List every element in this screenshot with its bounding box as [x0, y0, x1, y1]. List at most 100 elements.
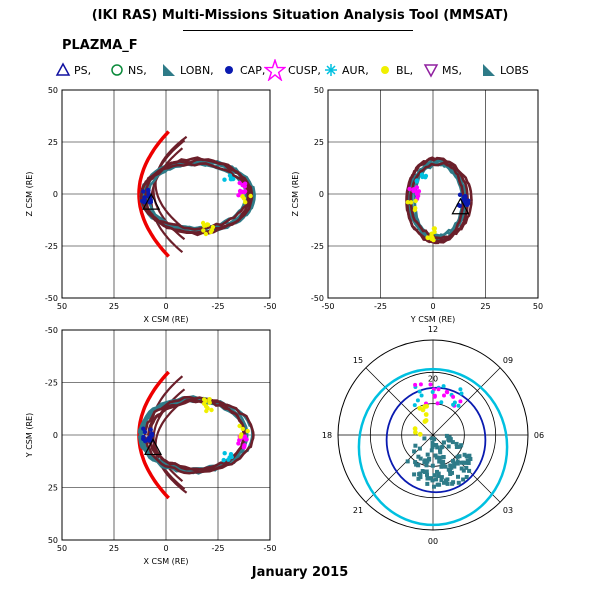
- boundary-layer-point: [209, 407, 214, 413]
- cusp-point: [414, 185, 420, 190]
- boundary-layer-point: [245, 428, 250, 434]
- aurora-point: [423, 175, 428, 180]
- lobe-point: [441, 459, 446, 464]
- x-axis-label: X CSM (RE): [144, 557, 189, 566]
- y-axis-label: Y CSM (RE): [25, 413, 34, 458]
- lobe-point: [424, 469, 429, 474]
- legend-item-ns: NS,: [108, 60, 147, 80]
- y-tick-label: -50: [311, 294, 324, 303]
- cusp-point: [435, 401, 440, 406]
- cap-point: [464, 202, 470, 208]
- cusp-point: [242, 444, 247, 449]
- lobe-point: [438, 448, 442, 453]
- lobe-point: [425, 472, 429, 477]
- cusp-point: [417, 389, 422, 394]
- aurora-point: [222, 177, 227, 182]
- plasma-sheet-marker: [144, 438, 162, 456]
- legend-label: CUSP,: [288, 63, 321, 77]
- page-title: (IKI RAS) Multi-Missions Situation Analy…: [91, 8, 509, 23]
- boundary-layer-point: [429, 236, 434, 242]
- boundary-layer-point: [203, 404, 209, 409]
- lobe-point: [425, 459, 430, 464]
- cusp-point: [411, 188, 416, 194]
- lobe-point: [425, 481, 430, 486]
- cap-point: [141, 189, 146, 194]
- cusp-point: [415, 398, 420, 403]
- lobe-point: [435, 445, 440, 450]
- panel-x-y: 50 25 0 -25 -50 -50 -25 0 25 50 X CSM (RE) Y CSM (R…: [25, 326, 277, 566]
- lobe-point: [417, 446, 422, 451]
- x-tick-label: 50: [533, 302, 543, 311]
- triangle-down-open-icon: [423, 64, 439, 78]
- boundary-layer-point: [207, 400, 212, 405]
- cusp-point: [442, 393, 446, 398]
- legend-label: PS,: [74, 63, 92, 77]
- cusp-point: [439, 400, 444, 405]
- aurora-point: [228, 452, 234, 457]
- x-tick-label: -25: [211, 302, 224, 311]
- lobe-point: [441, 455, 446, 459]
- lobe-point: [449, 465, 454, 470]
- lobe-point: [439, 475, 444, 480]
- orbit-trajectory: [144, 156, 251, 237]
- y-tick-label: -25: [311, 242, 324, 251]
- legend-item-aur: AUR,: [322, 60, 369, 80]
- x-axis-label: X CSM (RE): [144, 315, 189, 324]
- lobe-point: [434, 455, 439, 460]
- mlt-label: 15: [353, 356, 363, 365]
- lobe-point: [430, 441, 435, 445]
- cusp-point: [413, 382, 418, 387]
- aurora-point: [231, 176, 236, 182]
- cusp-point: [240, 182, 245, 188]
- boundary-layer-point: [240, 426, 245, 432]
- mlt-label: 00: [428, 537, 438, 546]
- boundary-layer-point: [243, 200, 248, 205]
- boundary-layer-point: [423, 418, 429, 423]
- lobe-point: [445, 481, 450, 486]
- lobe-point: [467, 453, 472, 458]
- y-tick-label: -50: [45, 294, 58, 303]
- x-tick-label: -25: [211, 544, 224, 553]
- x-axis-label: Y CSM (RE): [410, 315, 455, 324]
- boundary-layer-point: [408, 200, 414, 205]
- lobe-point: [412, 472, 417, 477]
- boundary-layer-point: [417, 431, 423, 437]
- lobe-point: [442, 480, 446, 485]
- boundary-layer-point: [417, 405, 423, 411]
- lobe-point: [463, 460, 468, 465]
- legend-item-ps: PS,: [54, 60, 91, 80]
- lobe-point: [440, 464, 445, 469]
- wedge-filled-icon: [483, 64, 495, 76]
- legend-label: MS,: [442, 63, 462, 77]
- lobe-point: [413, 443, 418, 448]
- bow-shock-curve: [137, 130, 170, 258]
- title-underline: [183, 30, 413, 31]
- lobe-point: [454, 441, 459, 446]
- legend-label: LOBN,: [180, 63, 214, 77]
- aurora-point: [222, 451, 227, 456]
- lobe-point: [420, 469, 425, 473]
- boundary-layer-point: [248, 193, 253, 199]
- lobe-point: [439, 445, 444, 450]
- lobe-point: [461, 477, 466, 482]
- lobe-point: [444, 433, 449, 438]
- lobe-point: [422, 436, 427, 441]
- legend-item-lobn: LOBN,: [160, 60, 214, 80]
- lobe-point: [464, 465, 469, 470]
- legend-label: AUR,: [342, 63, 369, 77]
- magnetosheath-trajectory: [154, 135, 188, 232]
- lobe-point: [462, 452, 467, 457]
- y-tick-label: -50: [45, 326, 58, 335]
- lobe-point: [444, 478, 448, 483]
- mlt-label: 21: [353, 506, 363, 515]
- legend-item-lobs: LOBS: [480, 60, 529, 80]
- cusp-point: [238, 190, 243, 195]
- triangle-open-icon: [55, 62, 71, 76]
- aurora-point: [226, 457, 231, 462]
- aurora-oval: [357, 367, 509, 527]
- x-tick-label: -50: [263, 544, 276, 553]
- cusp-point: [445, 390, 450, 395]
- boundary-layer-point: [412, 426, 418, 432]
- boundary-layer-point: [201, 228, 206, 233]
